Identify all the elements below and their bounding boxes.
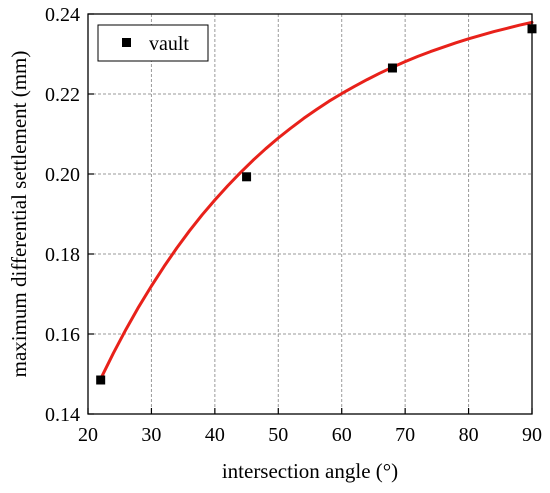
fit-curve-layer (99, 20, 534, 381)
fit-curve (99, 20, 534, 381)
x-tick-label: 90 (522, 424, 542, 446)
x-tick-label: 60 (332, 424, 352, 446)
data-point-vault (96, 375, 106, 385)
data-point-vault (387, 63, 397, 73)
x-tick-label: 20 (78, 424, 98, 446)
y-tick-label: 0.14 (45, 404, 80, 426)
x-tick-label: 70 (395, 424, 415, 446)
grid (88, 14, 532, 414)
x-tick-label: 50 (268, 424, 288, 446)
legend: vault (97, 24, 209, 62)
x-tick-label: 80 (459, 424, 479, 446)
y-tick-label: 0.18 (45, 244, 80, 266)
x-tick-label: 40 (205, 424, 225, 446)
data-point-vault (242, 172, 252, 182)
x-axis-title: intersection angle (°) (222, 459, 398, 483)
y-tick-label: 0.24 (45, 4, 80, 26)
axis-ticks: 20 30 40 50 60 70 80 90 0.14 0.16 0.18 0.20 0.22 0.24 (45, 4, 542, 446)
y-axis-title: maximum differential settlement (mm) (7, 51, 31, 378)
legend-label-vault: vault (149, 33, 189, 55)
legend-box (97, 24, 209, 62)
data-markers (96, 24, 537, 385)
y-tick-label: 0.20 (45, 164, 80, 186)
plot-frame (87, 13, 533, 415)
y-tick-label: 0.16 (45, 324, 80, 346)
x-tick-label: 30 (141, 424, 161, 446)
legend-marker-vault (122, 38, 131, 47)
y-tick-label: 0.22 (45, 84, 80, 106)
